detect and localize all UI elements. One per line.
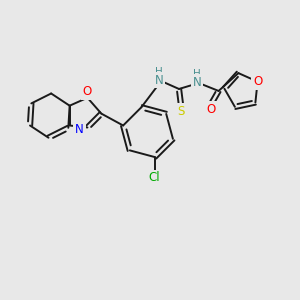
- Text: N: N: [155, 74, 164, 86]
- Text: H: H: [155, 67, 163, 77]
- Text: O: O: [206, 103, 215, 116]
- Text: Cl: Cl: [149, 171, 161, 184]
- Text: N: N: [192, 76, 201, 88]
- Text: H: H: [193, 69, 201, 79]
- Text: O: O: [253, 75, 262, 88]
- Text: O: O: [83, 85, 92, 98]
- Text: N: N: [75, 123, 84, 136]
- Text: S: S: [177, 105, 185, 118]
